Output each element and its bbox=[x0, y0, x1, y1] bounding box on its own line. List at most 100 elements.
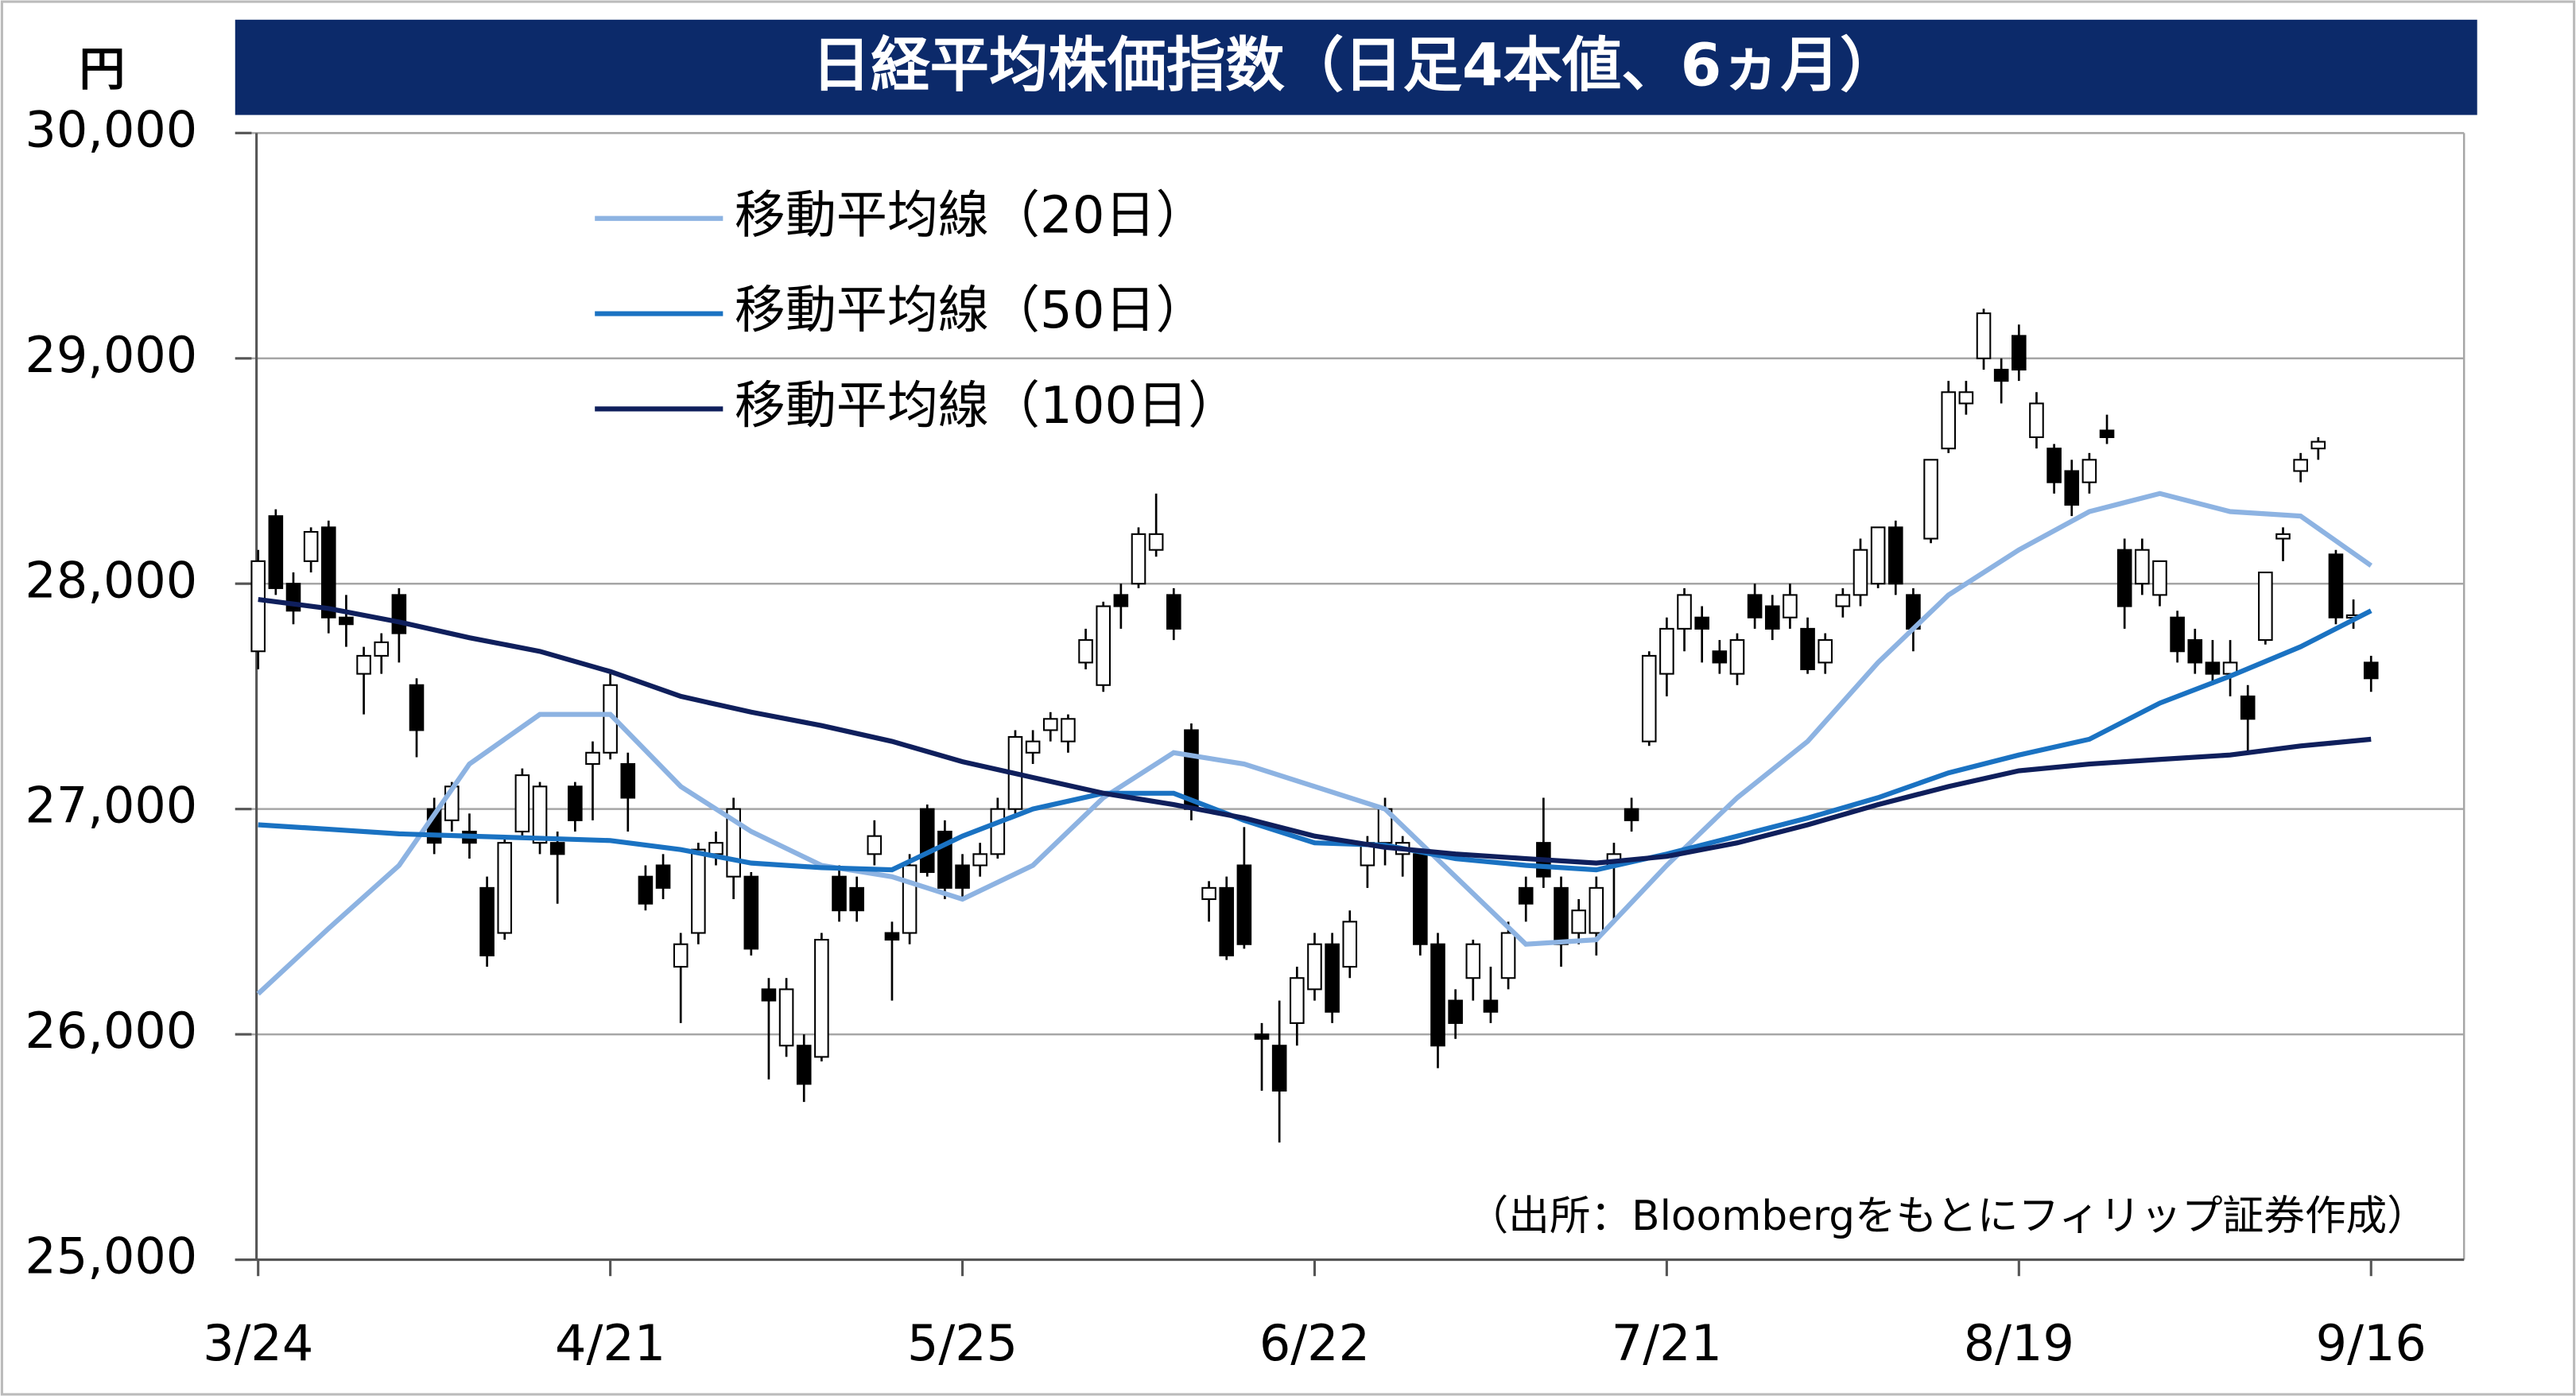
candle-body bbox=[1325, 943, 1340, 1013]
candle-body bbox=[2012, 335, 2027, 370]
candle-body bbox=[1659, 627, 1674, 675]
candle-body bbox=[1025, 740, 1041, 754]
candle-body bbox=[832, 875, 847, 912]
candle-body bbox=[1941, 391, 1957, 450]
candle-body bbox=[1500, 932, 1516, 979]
candle-body bbox=[1236, 864, 1252, 945]
candle-body bbox=[2046, 448, 2062, 483]
candle-body bbox=[1307, 943, 1322, 991]
chart-title: 日経平均株価指数（日足4本値、6ヵ月） bbox=[812, 30, 1899, 99]
candle-body bbox=[1430, 943, 1445, 1047]
candle-body bbox=[1465, 943, 1481, 979]
candle-body bbox=[814, 939, 829, 1058]
candle-body bbox=[479, 886, 495, 956]
candle-body bbox=[374, 641, 390, 657]
candle-body bbox=[1747, 594, 1763, 619]
candle-body bbox=[708, 842, 724, 855]
candle-body bbox=[1852, 549, 1868, 596]
candle-body bbox=[1096, 605, 1111, 686]
candle-body bbox=[1166, 594, 1181, 630]
x-tick-label: 4/21 bbox=[555, 1314, 665, 1372]
candle-body bbox=[303, 530, 319, 562]
candle-body bbox=[2135, 549, 2150, 585]
title-bar bbox=[235, 19, 2477, 115]
candle-body bbox=[1554, 886, 1569, 945]
candle-body bbox=[1783, 594, 1798, 619]
candle-body bbox=[2081, 459, 2097, 483]
candle-body bbox=[2170, 616, 2185, 653]
candle-body bbox=[761, 988, 777, 1002]
candle-body bbox=[1571, 909, 1586, 934]
candle-body bbox=[1958, 391, 1974, 405]
candle-body bbox=[268, 515, 284, 589]
y-axis-unit: 円 bbox=[80, 42, 126, 96]
candle-body bbox=[1624, 808, 1639, 821]
candle-body bbox=[902, 864, 918, 934]
candle-body bbox=[1342, 921, 1358, 968]
candle-body bbox=[655, 864, 671, 889]
candle-body bbox=[2363, 661, 2379, 680]
candle-body bbox=[2064, 470, 2080, 506]
y-tick-label: 25,000 bbox=[25, 1227, 197, 1285]
candle-body bbox=[1641, 654, 1657, 743]
source-note: （出所：Bloombergをもとにフィリップ証券作成） bbox=[1468, 1192, 2428, 1240]
candle-body bbox=[620, 762, 636, 799]
candle-body bbox=[1677, 594, 1692, 630]
x-tick-label: 8/19 bbox=[1964, 1314, 2074, 1372]
candle-body bbox=[919, 808, 935, 874]
x-tick-label: 7/21 bbox=[1612, 1314, 1722, 1372]
candle-body bbox=[884, 932, 900, 941]
candle-body bbox=[2310, 440, 2326, 450]
candle-body bbox=[796, 1045, 812, 1085]
candle-body bbox=[2328, 553, 2344, 619]
moving-average-line bbox=[258, 596, 2372, 866]
candle-body bbox=[1800, 627, 1815, 670]
candle-body bbox=[990, 808, 1006, 855]
candle-body bbox=[2152, 560, 2167, 596]
candle-body bbox=[514, 774, 530, 833]
candle-body bbox=[972, 853, 987, 867]
candle-body bbox=[2258, 572, 2273, 642]
candle-body bbox=[1113, 594, 1129, 607]
x-tick-label: 3/24 bbox=[203, 1314, 313, 1372]
candle-body bbox=[691, 848, 706, 934]
candle-body bbox=[1993, 368, 2009, 382]
candle-body bbox=[1290, 977, 1305, 1024]
candle-body bbox=[955, 864, 970, 889]
moving-average-line bbox=[256, 491, 2373, 996]
candle-body bbox=[1061, 718, 1076, 743]
candle-body bbox=[743, 875, 759, 950]
candle-body bbox=[1448, 999, 1463, 1024]
y-tick-label: 30,000 bbox=[25, 100, 197, 158]
candle-body bbox=[1887, 526, 1903, 585]
candle-body bbox=[1148, 533, 1164, 551]
candle-body bbox=[1201, 886, 1216, 901]
y-tick-label: 27,000 bbox=[25, 777, 197, 835]
legend-label: 移動平均線（50日） bbox=[735, 281, 1207, 340]
candle-body bbox=[1589, 886, 1604, 934]
candle-body bbox=[568, 785, 583, 821]
candle-body bbox=[638, 875, 654, 905]
x-tick-label: 6/22 bbox=[1259, 1314, 1370, 1372]
candle-body bbox=[391, 594, 407, 634]
candle-body bbox=[1413, 853, 1428, 945]
candle-body bbox=[1976, 312, 1992, 359]
candle-body bbox=[1042, 718, 1058, 731]
candle-body bbox=[2205, 661, 2221, 675]
candle-body bbox=[2099, 429, 2115, 439]
candle-body bbox=[2240, 695, 2256, 720]
candle-body bbox=[1835, 594, 1851, 607]
candle-body bbox=[1131, 533, 1146, 585]
y-tick-label: 26,000 bbox=[25, 1002, 197, 1060]
candle-body bbox=[778, 988, 794, 1047]
candle-body bbox=[1712, 650, 1728, 664]
candle-body bbox=[1254, 1033, 1270, 1040]
candle-body bbox=[1764, 605, 1780, 630]
candle-body bbox=[250, 560, 266, 653]
candle-body bbox=[320, 526, 336, 619]
candle-body bbox=[1729, 639, 1745, 675]
candle-body bbox=[1271, 1045, 1287, 1092]
moving-average-line bbox=[258, 608, 2372, 873]
candle-body bbox=[673, 943, 689, 968]
